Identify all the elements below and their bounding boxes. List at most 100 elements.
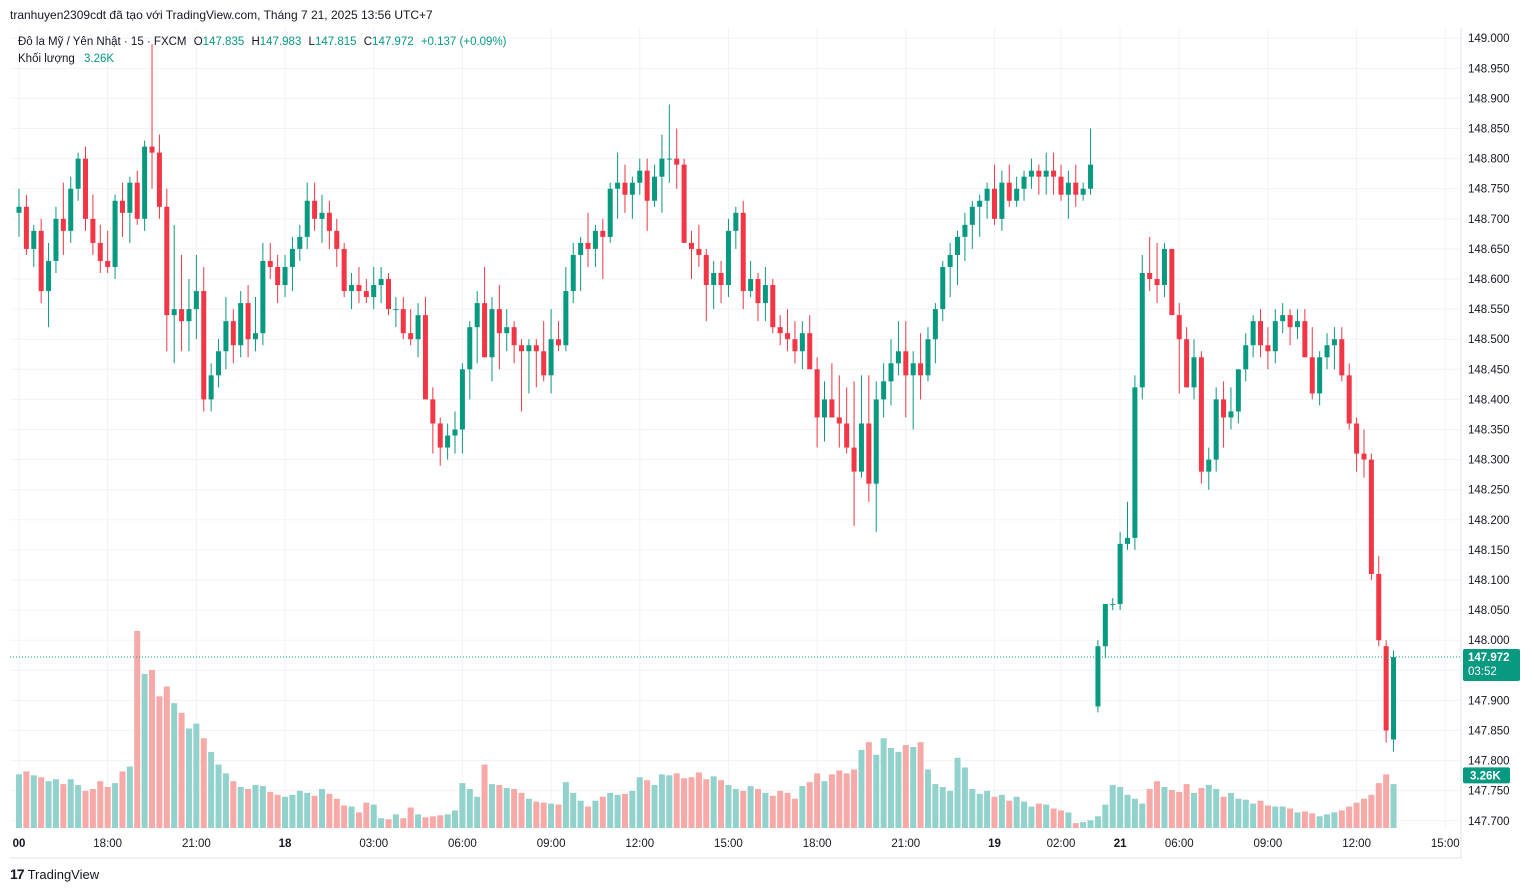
volume-bar — [984, 790, 991, 828]
candle-body — [393, 309, 399, 311]
price-axis[interactable]: 149.000 148.950 148.900 148.850 148.800 148.7… — [1468, 33, 1510, 828]
candle — [400, 297, 406, 340]
volume-bar — [548, 803, 555, 828]
candle — [1080, 182, 1086, 201]
candle-body — [785, 333, 791, 340]
volume-bar — [1102, 804, 1109, 828]
candle — [1331, 327, 1337, 370]
candle-body — [1280, 315, 1286, 322]
candle-body — [762, 285, 768, 304]
candle-body — [1132, 387, 1138, 538]
candle-body — [1117, 543, 1123, 605]
candle — [1043, 152, 1049, 195]
candle — [275, 254, 281, 304]
change-value: +0.137 (+0.09%) — [420, 36, 507, 48]
candle-body — [1354, 423, 1360, 454]
candle — [452, 411, 458, 454]
candle — [644, 158, 650, 231]
candle — [201, 266, 207, 412]
volume-bar — [1294, 812, 1301, 828]
candle-body — [282, 266, 288, 286]
volume-bar — [97, 781, 104, 828]
candle-body — [622, 182, 628, 195]
volume-bar — [1346, 806, 1353, 828]
candle-body — [570, 254, 576, 292]
candle — [149, 44, 155, 189]
candle — [578, 236, 584, 292]
candle-body — [1169, 248, 1175, 316]
candle-body — [999, 182, 1005, 219]
candle-body — [1147, 272, 1153, 280]
candle-body — [666, 158, 672, 160]
candle — [674, 128, 680, 189]
volume-bar — [836, 770, 843, 828]
volume-label[interactable]: Khối lượng — [18, 53, 75, 65]
candle-body — [1051, 170, 1057, 177]
time-tick-label: 15:00 — [1431, 838, 1460, 850]
candle — [245, 285, 251, 358]
volume-bars — [16, 630, 1397, 828]
volume-legend-row[interactable]: Khối lượng 3.26K — [18, 51, 507, 68]
price-tick-label: 147.700 — [1468, 816, 1510, 828]
volume-bar — [1191, 792, 1198, 828]
volume-bar — [932, 784, 939, 828]
close-value: 147.972 — [372, 36, 414, 48]
volume-bar — [1375, 783, 1382, 828]
candle-body — [408, 333, 414, 340]
candle — [60, 182, 66, 255]
candle-body — [68, 188, 74, 231]
candle-body — [748, 279, 754, 292]
volume-bar — [1028, 806, 1035, 828]
candle-body — [1361, 453, 1367, 460]
candle — [555, 321, 561, 352]
candle — [1036, 164, 1042, 195]
candle-body — [1125, 537, 1130, 544]
candle-body — [1221, 399, 1227, 418]
candle-body — [1206, 459, 1212, 472]
candle — [1309, 327, 1315, 400]
price-tick-label: 148.750 — [1468, 184, 1510, 196]
candle-body — [607, 188, 613, 237]
candle — [652, 164, 658, 207]
tradingview-logo[interactable]: 17 TradingView — [10, 866, 99, 882]
candle-body — [1102, 604, 1108, 647]
volume-bar — [592, 800, 599, 828]
high-value: 147.983 — [259, 36, 302, 48]
candle-body — [1058, 176, 1064, 195]
candle — [1243, 333, 1249, 382]
volume-bar — [658, 774, 665, 828]
volume-bar — [1124, 794, 1131, 828]
price-tick-label: 147.800 — [1468, 756, 1510, 768]
time-axis[interactable]: 00 18:00 21:00 18 03:00 06:00 09:00 12:00 15:00 1… — [13, 838, 1460, 850]
volume-bar — [60, 784, 67, 828]
candle — [940, 260, 946, 322]
volume-bar — [969, 788, 976, 828]
volume-bar — [422, 817, 429, 828]
volume-bar — [363, 802, 370, 828]
candle — [1065, 170, 1071, 219]
candle-body — [541, 351, 547, 376]
candle — [252, 297, 258, 352]
candle — [1302, 309, 1308, 358]
volume-bar — [1013, 796, 1020, 828]
volume-bar — [1353, 802, 1360, 828]
candle-body — [238, 303, 244, 346]
volume-bar — [481, 764, 488, 828]
candle — [504, 309, 510, 352]
candle — [822, 381, 828, 442]
candle-body — [1088, 164, 1094, 189]
ohlc-legend-row[interactable]: Đô la Mỹ / Yên Nhật · 15 · FXCM O147.835… — [18, 34, 507, 51]
price-tag-countdown: 03:52 — [1468, 666, 1497, 678]
volume-bar — [991, 796, 998, 828]
volume-bar — [710, 776, 717, 828]
candle — [1132, 375, 1138, 550]
candle-body — [1213, 399, 1219, 460]
candle-body — [1073, 182, 1079, 195]
plot-area[interactable] — [10, 28, 1461, 828]
candle-body — [851, 447, 857, 472]
candle-body — [75, 158, 81, 189]
symbol-title[interactable]: Đô la Mỹ / Yên Nhật · 15 · FXCM — [18, 36, 187, 48]
candle-body — [90, 218, 96, 243]
candle — [1235, 369, 1241, 424]
